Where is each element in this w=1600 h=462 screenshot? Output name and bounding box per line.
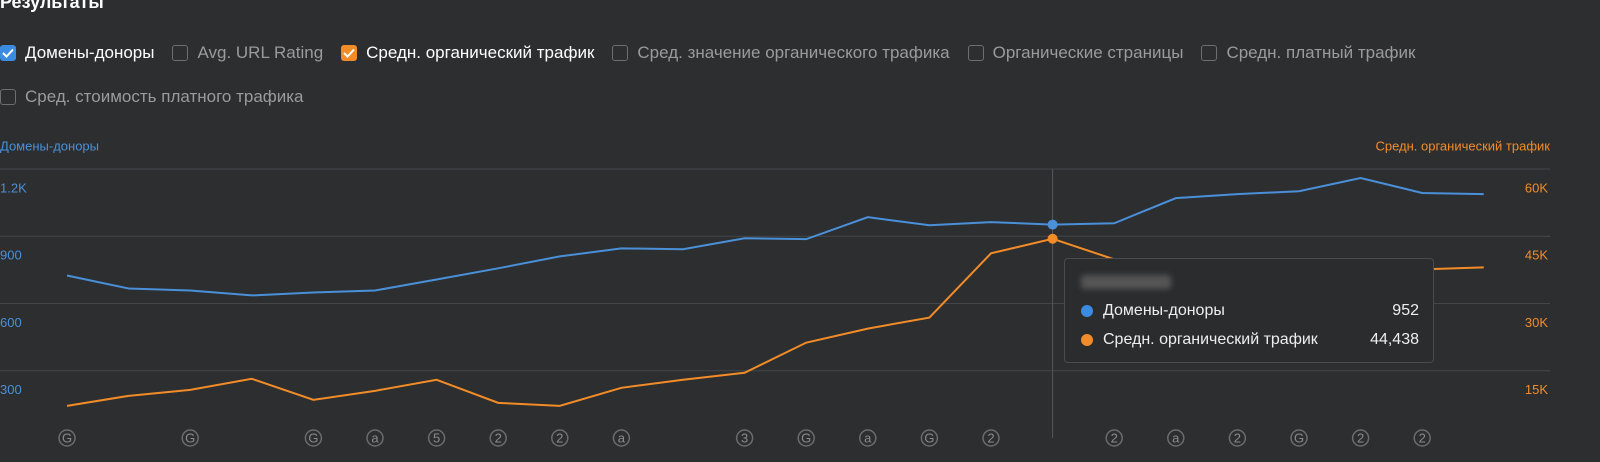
checkbox-label: Органические страницы bbox=[992, 43, 1184, 62]
checkbox-label: Средн. платный трафик bbox=[1226, 43, 1416, 62]
y2-tick-label: 45K bbox=[1525, 248, 1548, 263]
event-marker bbox=[982, 429, 1000, 447]
event-marker bbox=[181, 429, 199, 447]
event-marker-label: 2 bbox=[1234, 430, 1241, 445]
event-marker bbox=[551, 429, 569, 447]
event-marker bbox=[1290, 429, 1308, 447]
tooltip-name: Средн. органический трафик bbox=[1103, 331, 1318, 348]
event-marker-label: 2 bbox=[556, 430, 563, 445]
event-marker bbox=[735, 429, 754, 447]
blurred-date bbox=[1081, 275, 1171, 289]
event-marker-label: 2 bbox=[987, 430, 994, 445]
event-marker bbox=[797, 429, 815, 447]
event-marker bbox=[920, 429, 939, 447]
event-marker bbox=[304, 429, 323, 447]
event-marker-label: G bbox=[924, 430, 934, 445]
y2-tick-label: 60K bbox=[1525, 180, 1548, 195]
event-marker-label: 2 bbox=[1357, 430, 1364, 445]
event-marker bbox=[366, 429, 384, 447]
metric-checkbox[interactable]: Домены-доноры bbox=[0, 40, 154, 66]
event-marker-label: 2 bbox=[1111, 430, 1118, 445]
metric-checkbox[interactable]: Сред. стоимость платного трафика bbox=[0, 84, 304, 110]
checkbox bbox=[0, 89, 16, 105]
event-marker-label: 2 bbox=[495, 430, 502, 445]
event-marker bbox=[1413, 429, 1431, 447]
y-axis-title: Домены-доноры bbox=[0, 138, 99, 153]
highlight-point bbox=[1047, 233, 1058, 244]
metric-checkbox[interactable]: Сред. значение органического трафика bbox=[612, 40, 950, 66]
y2-tick-label: 15K bbox=[1525, 382, 1548, 397]
checkbox bbox=[1201, 45, 1218, 61]
event-marker-label: a bbox=[1172, 430, 1180, 445]
event-marker-label: 2 bbox=[1419, 430, 1426, 445]
y-tick-label: 300 bbox=[0, 382, 22, 397]
y2-axis-title: Средн. органический трафик bbox=[1375, 138, 1550, 153]
event-marker-label: 5 bbox=[433, 430, 440, 445]
metric-checkbox[interactable]: Органические страницы bbox=[967, 40, 1184, 66]
y-tick-label: 900 bbox=[0, 248, 22, 263]
event-marker-label: G bbox=[62, 430, 72, 445]
checkbox-label: Сред. значение органического трафика bbox=[637, 43, 950, 62]
event-marker bbox=[489, 429, 507, 447]
checkbox bbox=[341, 45, 358, 61]
y-tick-label: 600 bbox=[0, 315, 22, 330]
metric-checkbox[interactable]: Средн. органический трафик bbox=[341, 40, 594, 66]
event-marker bbox=[1351, 429, 1370, 447]
event-marker bbox=[1167, 429, 1185, 447]
tooltip-name: Домены-доноры bbox=[1103, 302, 1225, 319]
event-marker bbox=[1105, 429, 1123, 447]
checkbox bbox=[612, 45, 629, 61]
checkbox bbox=[967, 45, 984, 61]
y2-tick-label: 30K bbox=[1525, 315, 1548, 330]
checkbox-label: Домены-доноры bbox=[25, 43, 155, 62]
event-marker-label: a bbox=[371, 430, 379, 445]
highlight-point bbox=[1047, 219, 1058, 230]
event-marker-label: a bbox=[864, 430, 872, 445]
event-marker bbox=[612, 429, 631, 447]
legend-dot bbox=[1081, 305, 1093, 317]
tooltip-row: Средн. органический трафик 44,438 bbox=[1081, 331, 1419, 349]
checkbox bbox=[172, 45, 189, 61]
tooltip-row: Домены-доноры 952 bbox=[1081, 302, 1419, 320]
event-marker-label: G bbox=[185, 430, 195, 445]
tooltip-value: 952 bbox=[1392, 302, 1419, 319]
checkbox-label: Avg. URL Rating bbox=[197, 43, 324, 62]
metric-checkbox[interactable]: Avg. URL Rating bbox=[172, 40, 323, 66]
event-marker bbox=[859, 429, 877, 447]
event-marker-label: 3 bbox=[741, 430, 748, 445]
series-line bbox=[66, 176, 1484, 297]
checkbox-label: Сред. стоимость платного трафика bbox=[25, 87, 304, 106]
metric-options: Домены-доноры Avg. URL Rating Средн. орган… bbox=[0, 40, 1570, 110]
metric-checkbox[interactable]: Средн. платный трафик bbox=[1201, 40, 1415, 66]
checkbox-label: Средн. органический трафик bbox=[366, 43, 595, 62]
tooltip-value: 44,438 bbox=[1370, 331, 1419, 348]
event-marker-label: G bbox=[308, 430, 318, 445]
event-marker-label: a bbox=[618, 430, 626, 445]
checkbox bbox=[0, 45, 16, 61]
event-marker-label: G bbox=[801, 430, 811, 445]
tooltip: Домены-доноры 952 Средн. органический траф… bbox=[1064, 258, 1434, 363]
event-marker bbox=[427, 429, 446, 447]
section-title: Результаты bbox=[0, 0, 104, 12]
collapse-button[interactable]: ⌃ bbox=[1557, 0, 1576, 15]
legend-dot bbox=[1081, 334, 1093, 346]
event-marker-label: G bbox=[1294, 430, 1304, 445]
event-marker bbox=[58, 429, 76, 447]
y-tick-label: 1.2K bbox=[0, 180, 27, 195]
event-marker bbox=[1228, 429, 1247, 447]
